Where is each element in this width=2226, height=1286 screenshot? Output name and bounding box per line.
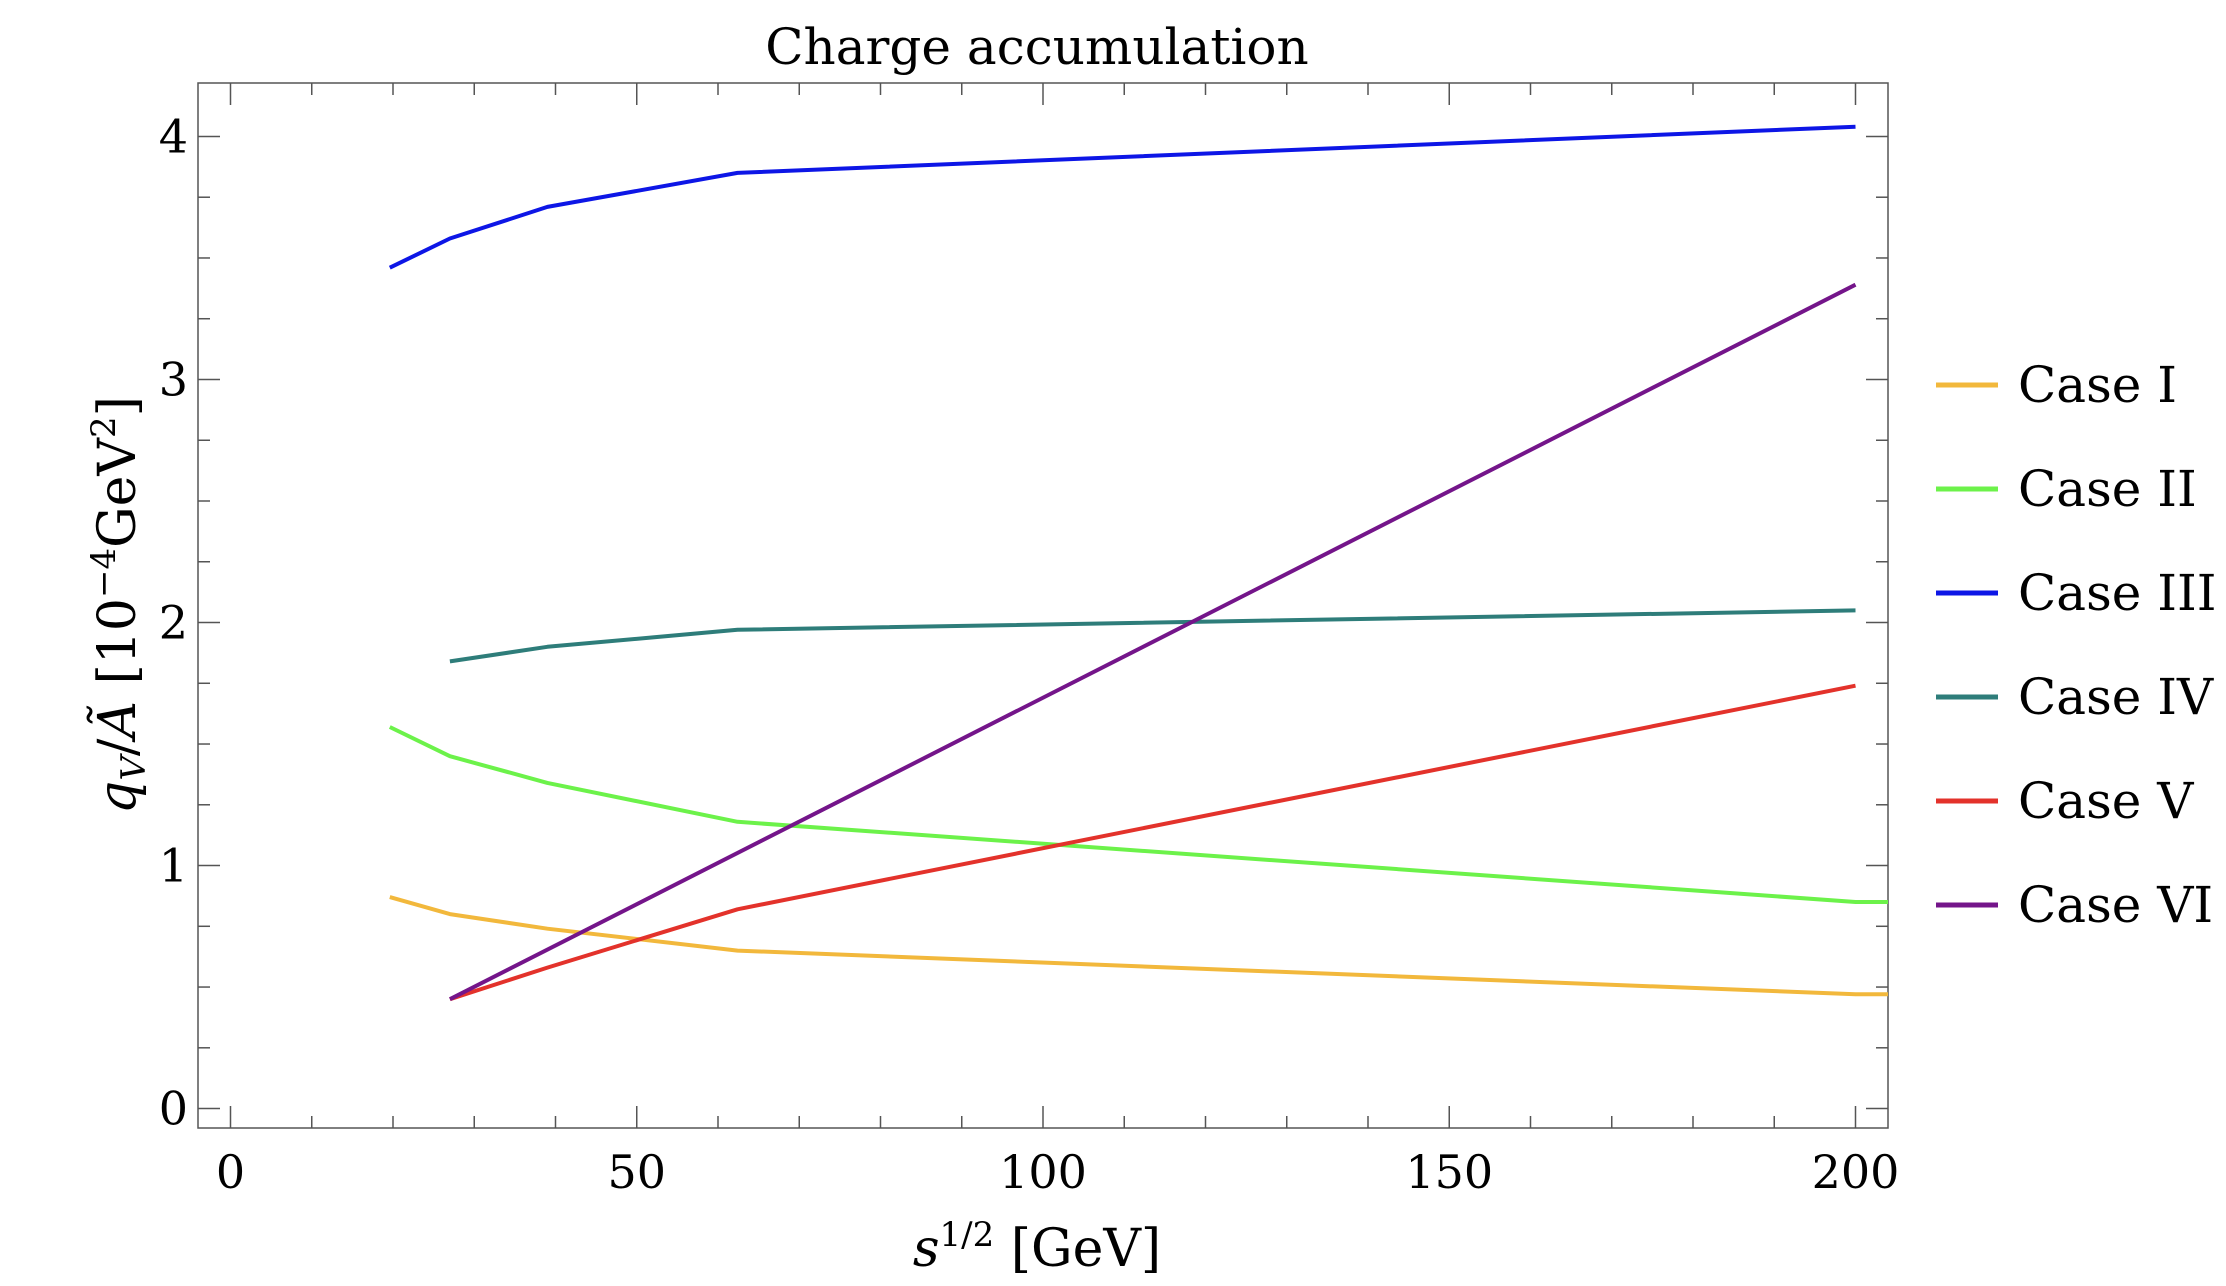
legend-label: Case VI bbox=[2018, 876, 2213, 934]
y-axis-ticks: 0 1 2 3 4 bbox=[159, 109, 1888, 1136]
chart-title: Charge accumulation bbox=[765, 18, 1308, 76]
x-tick-label: 50 bbox=[607, 1145, 666, 1199]
series-line-case-ii bbox=[388, 725, 1888, 904]
y-axis-label: qV/Ã [10−4GeV2] bbox=[84, 396, 154, 814]
y-tick-label: 2 bbox=[159, 596, 188, 650]
x-axis-label: s1/2 [GeV] bbox=[913, 1215, 1161, 1279]
series-line-case-iv bbox=[449, 608, 1856, 664]
y-tick-label: 4 bbox=[159, 109, 188, 163]
x-tick-label: 200 bbox=[1812, 1145, 1900, 1199]
y-tick-label: 3 bbox=[159, 352, 188, 406]
series-line-case-vi bbox=[448, 282, 1857, 1001]
series-line-case-iii bbox=[388, 124, 1856, 270]
y-tick-label: 0 bbox=[159, 1082, 188, 1136]
series-lines bbox=[388, 124, 1888, 1002]
series-line-case-v bbox=[449, 683, 1856, 1002]
legend-label: Case I bbox=[2018, 356, 2177, 414]
x-tick-label: 0 bbox=[216, 1145, 245, 1199]
legend-label: Case II bbox=[2018, 460, 2197, 518]
x-axis-ticks: 0 50 100 150 200 bbox=[216, 83, 1900, 1199]
y-tick-label: 1 bbox=[159, 839, 188, 893]
legend-label: Case IV bbox=[2018, 668, 2214, 726]
legend-label: Case V bbox=[2018, 772, 2194, 830]
legend-label: Case III bbox=[2018, 564, 2216, 622]
x-tick-label: 100 bbox=[999, 1145, 1087, 1199]
legend: Case I Case II Case III Case IV Case V Case V… bbox=[1936, 356, 2216, 934]
x-tick-label: 150 bbox=[1405, 1145, 1493, 1199]
